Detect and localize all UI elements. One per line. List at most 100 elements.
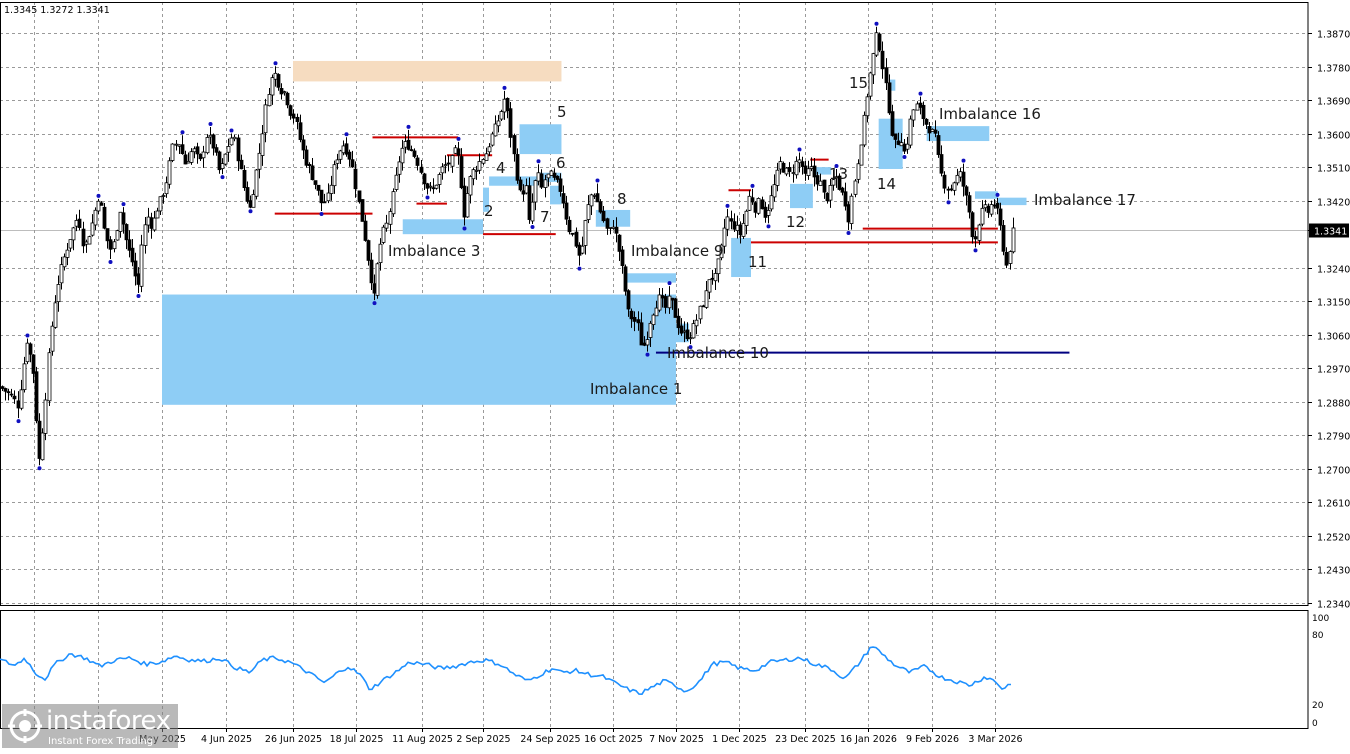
imbalance-label: 7 [540, 208, 550, 226]
candle-body [924, 118, 929, 125]
candle-body [586, 204, 591, 220]
price-tick-label: 1.3600 [1317, 131, 1350, 142]
imbalance-label: Imbalance 9 [631, 242, 723, 260]
candle-body [499, 111, 504, 120]
candle-body [911, 109, 916, 121]
candle-body [679, 325, 684, 334]
candle-body [394, 174, 399, 190]
instaforex-logo-icon [8, 709, 42, 743]
candle-body [583, 220, 588, 246]
candle-body [660, 295, 665, 299]
candle-body [288, 105, 293, 116]
candle-body [37, 420, 42, 459]
candle-body [694, 319, 699, 327]
candle-body [685, 329, 690, 340]
candle-body [409, 149, 414, 152]
candle-body [530, 201, 535, 222]
candle-body [285, 92, 290, 106]
candle-body [301, 139, 306, 151]
candle-body [589, 194, 594, 207]
candle-body [663, 296, 668, 308]
candle-body [812, 165, 817, 178]
candle-body [276, 74, 281, 88]
candle-body [809, 166, 814, 169]
candle-body [174, 143, 179, 146]
candle-body [502, 98, 507, 113]
candle-body [471, 169, 476, 180]
candle-body [871, 53, 876, 76]
candle-body [493, 123, 498, 137]
fractal-up-marker [834, 164, 839, 169]
candle-body [837, 175, 842, 190]
candle-body [608, 226, 613, 229]
candle-body [605, 218, 610, 229]
candle-body [710, 277, 715, 280]
candle-body [936, 135, 941, 155]
candle-body [642, 342, 647, 346]
candle-body [43, 399, 48, 434]
price-tick-label: 1.2700 [1317, 466, 1350, 477]
candle-body [791, 172, 796, 174]
fractal-up-marker [667, 281, 672, 286]
candle-body [564, 202, 569, 220]
price-tick-label: 1.2340 [1317, 600, 1350, 611]
candle-body [381, 226, 386, 243]
candle-body [843, 191, 848, 207]
candle-body [375, 263, 380, 296]
fractal-up-marker [918, 91, 923, 96]
candle-body [874, 32, 879, 56]
imbalance-zone [889, 79, 896, 91]
supply-zone [293, 60, 562, 82]
candle-body [992, 204, 997, 207]
candle-body [902, 143, 907, 152]
candle-body [536, 172, 541, 182]
candle-body [574, 231, 579, 247]
candle-body [989, 204, 994, 215]
fractal-down-marker [973, 248, 978, 253]
candle-body [422, 173, 427, 185]
fractal-up-marker [229, 128, 234, 133]
candle-body [657, 294, 662, 311]
candle-body [862, 114, 867, 146]
candle-body [161, 195, 166, 197]
candle-body [533, 180, 538, 203]
candle-body [967, 195, 972, 213]
candle-body [598, 201, 603, 213]
current-price-box [1309, 223, 1349, 238]
fractal-down-marker [688, 345, 693, 350]
candle-body [890, 111, 895, 136]
fractal-down-marker [530, 225, 535, 230]
candle-body [239, 159, 244, 170]
fractal-down-marker [248, 209, 253, 214]
candle-body [763, 206, 768, 218]
candle-body [217, 151, 222, 171]
candle-body [31, 354, 36, 374]
candle-body [915, 103, 920, 111]
candle-body [366, 240, 371, 261]
candle-body [335, 159, 340, 164]
candle-body [570, 232, 575, 235]
candle-body [304, 149, 309, 166]
candle-body [639, 322, 644, 346]
date-tick-label: 16 Oct 2025 [584, 734, 643, 745]
brand-tagline: Instant Forex Trading [48, 736, 154, 747]
candle-body [741, 222, 746, 237]
candle-body [508, 108, 513, 138]
candle-body [406, 139, 411, 150]
candle-body [0, 386, 5, 389]
candle-body [933, 129, 938, 134]
fractal-down-marker [37, 466, 42, 471]
candle-body [698, 305, 703, 320]
imbalance-zone [402, 219, 483, 235]
date-tick-label: 23 Dec 2025 [775, 734, 836, 745]
date-tick-label: 9 Feb 2026 [906, 734, 959, 745]
imbalance-label: 14 [877, 175, 896, 193]
candle-body [25, 342, 30, 363]
candle-body [440, 166, 445, 174]
candle-body [428, 185, 433, 188]
candle-body [521, 190, 526, 195]
fractal-down-marker [16, 419, 21, 424]
candle-body [232, 136, 237, 140]
candle-body [198, 153, 203, 160]
